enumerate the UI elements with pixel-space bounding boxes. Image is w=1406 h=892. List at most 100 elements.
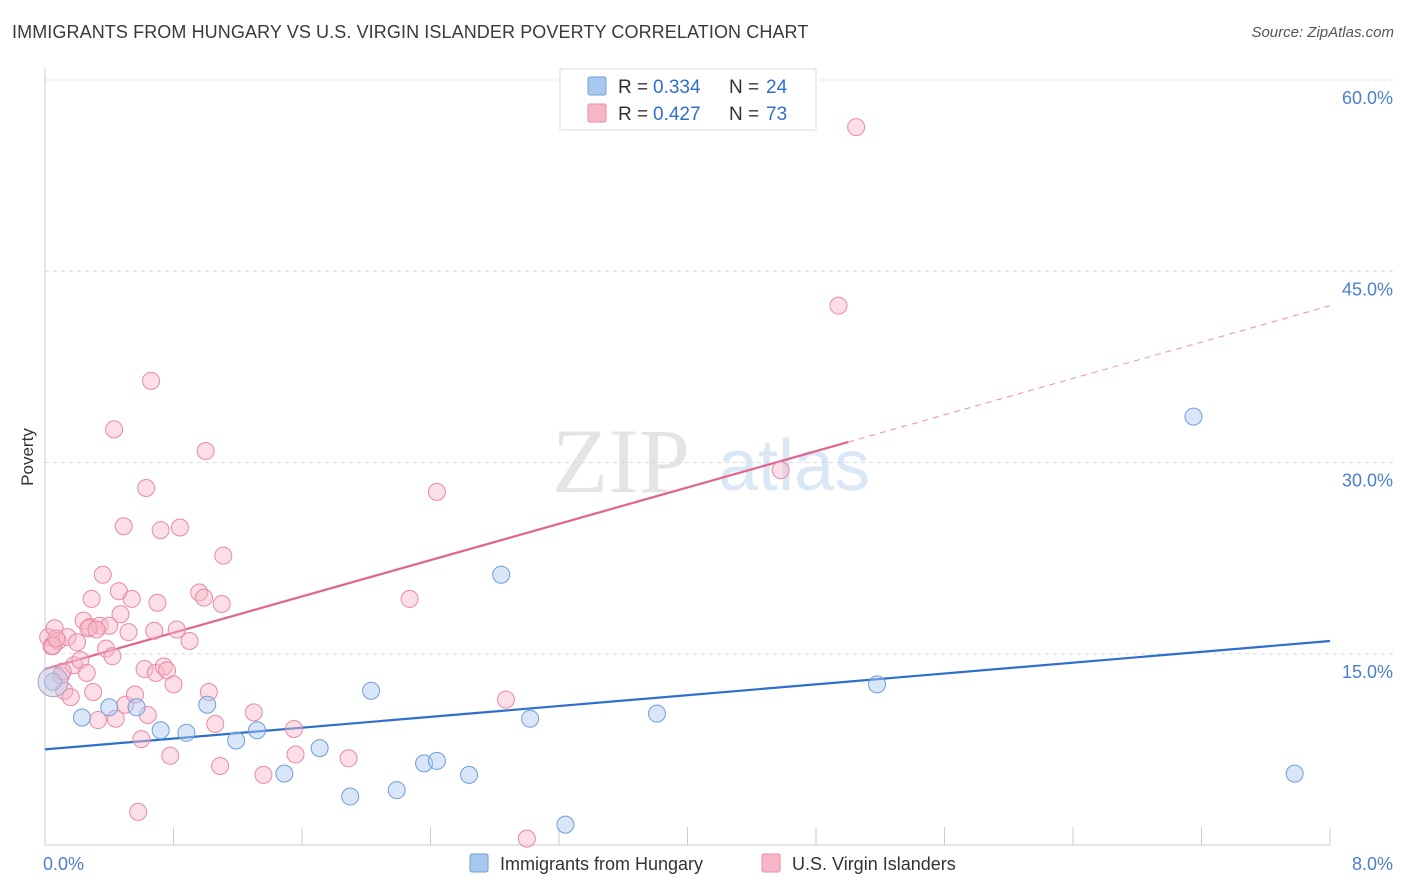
data-point [164, 675, 183, 694]
data-point [111, 605, 130, 624]
data-point [145, 621, 164, 640]
data-point [170, 518, 189, 537]
data-point [556, 815, 575, 834]
x-tick-label: 0.0% [43, 854, 84, 874]
trend-lines [44, 305, 1331, 751]
data-point [97, 639, 116, 658]
legend-swatch-virgin-islanders [587, 103, 607, 123]
data-point [114, 517, 133, 536]
data-point [248, 721, 267, 740]
data-point [161, 746, 180, 765]
data-point [103, 647, 122, 666]
data-point [119, 623, 138, 642]
data-point [496, 690, 515, 709]
data-point [214, 546, 233, 565]
data-point [275, 764, 294, 783]
legend-bottom-swatch-hungary [469, 853, 489, 873]
data-point [135, 660, 154, 679]
data-point [254, 765, 273, 784]
axes [44, 68, 1331, 846]
data-point [127, 698, 146, 717]
source-label: Source: ZipAtlas.com [1251, 24, 1394, 41]
legend-n-label: N = [729, 104, 759, 125]
data-point [227, 731, 246, 750]
x-tick-label: 8.0% [1352, 854, 1393, 874]
watermark-atlas: atlas [718, 426, 870, 506]
data-point [286, 745, 305, 764]
data-point [100, 698, 119, 717]
data-point [105, 420, 124, 439]
data-point [847, 118, 866, 137]
data-point [771, 461, 790, 480]
data-point [212, 595, 231, 614]
data-point [87, 620, 106, 639]
data-point [151, 521, 170, 540]
legend-swatch-hungary [587, 76, 607, 96]
data-point [106, 709, 125, 728]
trend-line-hungary [44, 639, 1331, 751]
legend-bottom-label-virgin-islanders: U.S. Virgin Islanders [792, 854, 956, 874]
data-point [72, 708, 91, 727]
data-point [148, 593, 167, 612]
data-point [521, 709, 540, 728]
data-point [167, 620, 186, 639]
legend-bottom: Immigrants from Hungary U.S. Virgin Isla… [469, 853, 956, 874]
data-point [868, 675, 887, 694]
gridlines [45, 79, 1395, 655]
chart-title: IMMIGRANTS FROM HUNGARY VS U.S. VIRGIN I… [12, 22, 809, 42]
legend-n-value: 24 [766, 77, 788, 98]
data-point [61, 688, 80, 707]
data-point [211, 756, 230, 775]
data-point [341, 787, 360, 806]
data-point [37, 666, 69, 698]
data-point [1285, 764, 1304, 783]
trend-line-virgin-islanders [44, 441, 849, 671]
data-point [400, 589, 419, 608]
data-point [132, 730, 151, 749]
data-point [137, 479, 156, 497]
data-point [427, 482, 446, 501]
data-point [339, 749, 358, 768]
data-point [647, 704, 666, 723]
data-point [195, 588, 214, 607]
data-point [93, 565, 112, 584]
data-point [177, 723, 196, 742]
y-tick-label: 60.0% [1342, 88, 1393, 108]
data-point [492, 565, 511, 584]
data-point [196, 442, 215, 461]
data-point [190, 583, 209, 602]
y-axis-label: Poverty [18, 428, 37, 486]
data-point [151, 721, 170, 740]
data-point [362, 681, 381, 700]
data-point [427, 751, 446, 770]
data-point [47, 629, 66, 648]
legend-n-label: N = [729, 77, 759, 98]
data-point [1184, 407, 1203, 426]
data-point [460, 765, 479, 784]
legend-bottom-label-hungary: Immigrants from Hungary [500, 854, 703, 874]
legend-r-value: 0.427 [653, 104, 701, 125]
data-point [387, 781, 406, 800]
data-point [77, 663, 96, 682]
data-point [198, 695, 217, 714]
data-point [122, 589, 141, 608]
y-tick-label: 15.0% [1342, 662, 1393, 682]
data-points [37, 118, 1304, 848]
data-point [244, 703, 263, 722]
data-point [82, 589, 101, 608]
data-point [829, 296, 848, 315]
data-point [180, 632, 199, 650]
legend-n-value: 73 [766, 104, 787, 125]
legend-bottom-swatch-virgin-islanders [761, 853, 781, 873]
data-point [89, 711, 108, 730]
y-tick-labels: 15.0% 30.0% 45.0% 60.0% [1342, 88, 1393, 682]
data-point [517, 829, 536, 848]
legend-r-label: R = [618, 104, 648, 125]
data-point [142, 371, 161, 390]
data-point [206, 714, 225, 733]
watermark-zip: ZIP [552, 410, 690, 512]
trend-line-virgin-islanders-extension [847, 305, 1331, 443]
legend-r-value: 0.334 [653, 77, 701, 98]
y-tick-label: 45.0% [1342, 279, 1393, 299]
